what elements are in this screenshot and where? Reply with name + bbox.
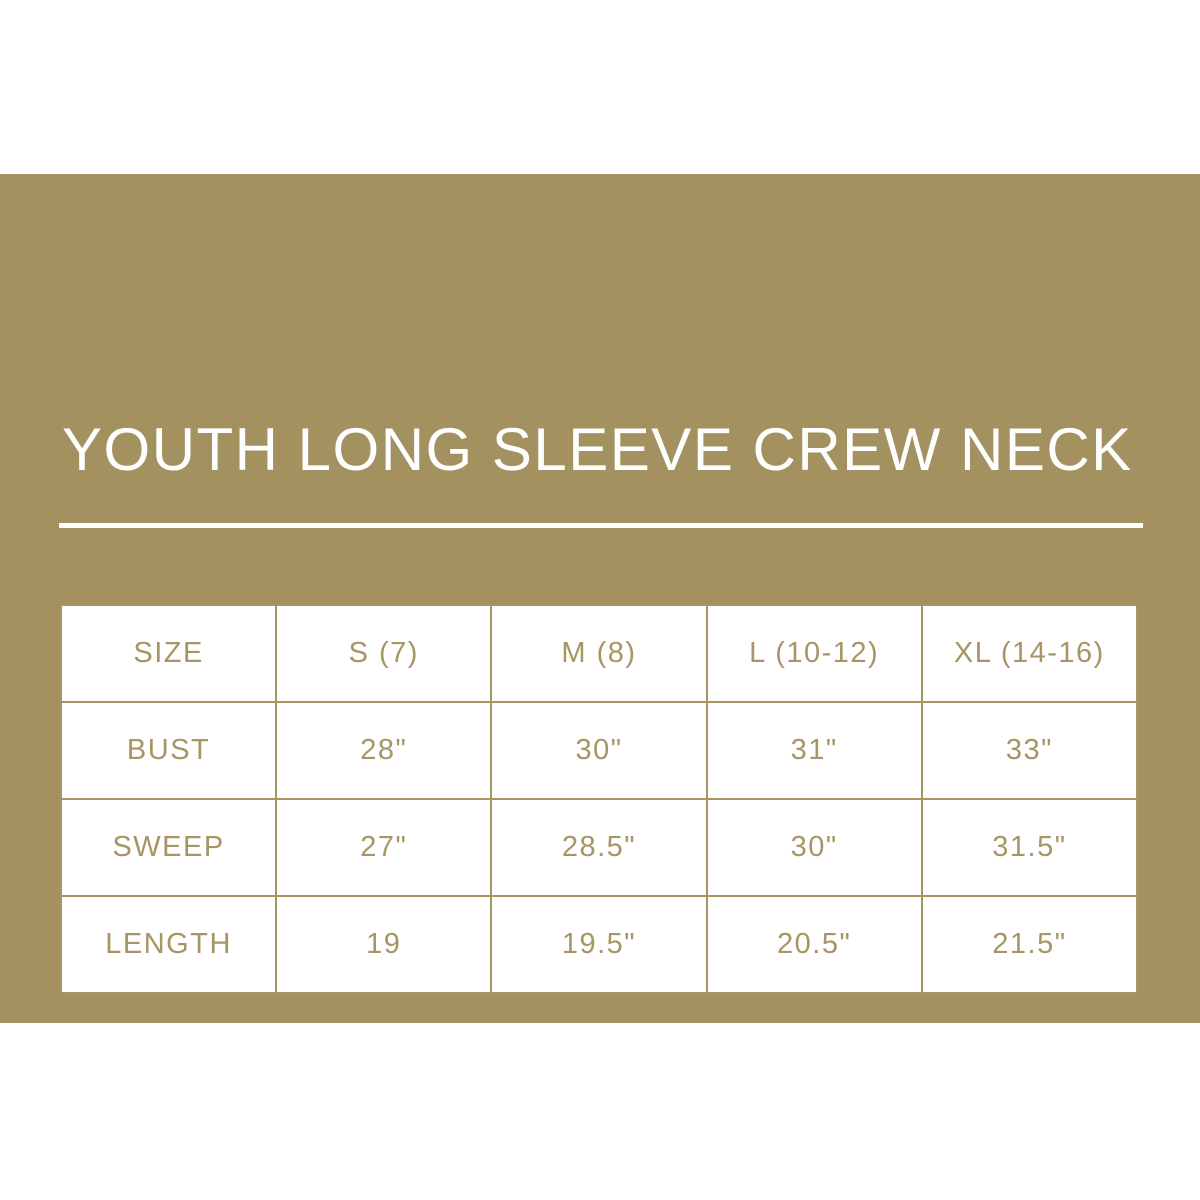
value-cell: 31.5" [920,798,1139,897]
value-cell: 30" [705,798,923,897]
value-cell: 20.5" [705,895,923,994]
value-cell: 31" [705,701,923,800]
table-row-sweep: SWEEP 27" 28.5" 30" 31.5" [59,798,1139,897]
table-header-row: SIZE S (7) M (8) L (10-12) XL (14-16) [59,604,1139,703]
row-label-cell: LENGTH [59,895,278,994]
value-cell: 19 [275,895,493,994]
value-cell: 28" [275,701,493,800]
table-row-bust: BUST 28" 30" 31" 33" [59,701,1139,800]
title-divider [59,523,1143,528]
header-cell-s: S (7) [275,604,493,703]
value-cell: 28.5" [490,798,708,897]
size-chart-panel: YOUTH LONG SLEEVE CREW NECK SIZE S (7) M… [0,174,1200,1023]
row-label-cell: SWEEP [59,798,278,897]
header-cell-xl: XL (14-16) [920,604,1139,703]
page-title: YOUTH LONG SLEEVE CREW NECK [62,416,1133,483]
value-cell: 33" [920,701,1139,800]
value-cell: 21.5" [920,895,1139,994]
value-cell: 19.5" [490,895,708,994]
header-cell-m: M (8) [490,604,708,703]
header-cell-l: L (10-12) [705,604,923,703]
table-row-length: LENGTH 19 19.5" 20.5" 21.5" [59,895,1139,994]
size-table: SIZE S (7) M (8) L (10-12) XL (14-16) BU… [59,604,1139,994]
row-label-cell: BUST [59,701,278,800]
value-cell: 30" [490,701,708,800]
header-cell-size: SIZE [59,604,278,703]
value-cell: 27" [275,798,493,897]
